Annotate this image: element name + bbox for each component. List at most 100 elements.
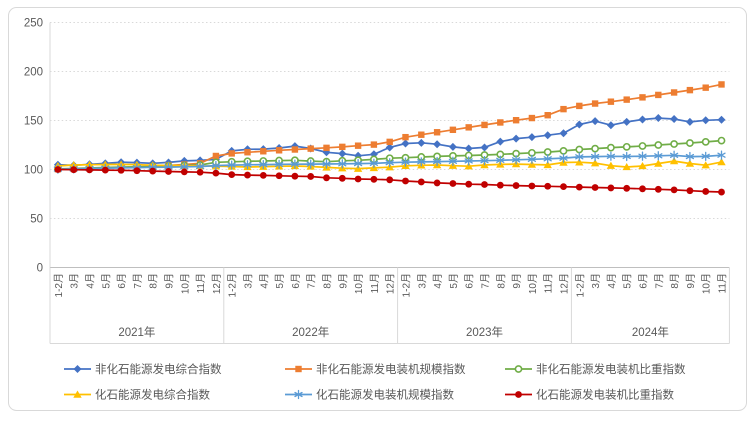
data-point-marker: [591, 144, 599, 153]
data-point-marker: [244, 171, 251, 179]
data-point-marker: [623, 184, 631, 192]
data-point-marker: [701, 161, 710, 169]
data-point-marker: [338, 174, 346, 182]
x-tick-label: 9月: [337, 273, 349, 289]
data-point-marker: [464, 156, 473, 166]
data-point-marker: [433, 140, 442, 149]
data-point-marker: [480, 143, 489, 152]
x-tick-label: 3月: [590, 273, 602, 289]
x-tick-label: 4月: [258, 273, 270, 289]
data-point-marker: [386, 176, 394, 184]
legend-label: 非化石能源发电装机规模指数: [316, 362, 466, 376]
data-point-marker: [686, 139, 694, 147]
data-point-marker: [338, 159, 347, 169]
x-tick-label: 5月: [274, 273, 286, 289]
x-tick-label: 6月: [638, 273, 650, 289]
y-tick-label: 0: [37, 263, 43, 275]
data-point-marker: [323, 144, 330, 152]
data-point-marker: [543, 131, 552, 140]
data-point-marker: [559, 153, 568, 163]
data-point-marker: [448, 142, 457, 151]
data-point-marker: [654, 141, 663, 149]
x-tick-label: 1-2月: [401, 273, 413, 297]
data-point-marker: [402, 133, 409, 141]
data-point-marker: [639, 94, 646, 101]
data-point-marker: [432, 156, 442, 167]
x-tick-label: 1-2月: [53, 273, 65, 297]
x-tick-label: 10月: [701, 273, 713, 294]
chart-series-4: [53, 150, 726, 174]
data-point-marker: [670, 140, 678, 148]
legend-label: 化石能源发电综合指数: [95, 388, 210, 402]
data-point-marker: [654, 114, 663, 123]
x-tick-label: 7月: [653, 273, 665, 289]
data-point-marker: [606, 151, 616, 161]
data-point-marker: [385, 143, 394, 152]
data-point-marker: [196, 168, 204, 176]
data-point-marker: [622, 117, 631, 126]
legend-item: 非化石能源发电装机规模指数: [285, 362, 466, 376]
x-axis-band: 1-2月 3月 4月 5月 6月 7月 8月 9月 10月 11月 12月 1-2月 3月 4月 5月 6月 7…: [49, 267, 730, 344]
x-tick-label: 4月: [606, 273, 618, 289]
data-point-marker: [717, 150, 726, 160]
data-point-marker: [497, 119, 504, 126]
data-point-marker: [322, 159, 331, 169]
legend-item: 非化石能源发电综合指数: [64, 362, 222, 376]
data-point-marker: [622, 151, 631, 162]
data-point-marker: [227, 160, 236, 170]
data-point-marker: [591, 184, 599, 191]
year-label: 2023年: [466, 325, 503, 339]
data-point-marker: [291, 172, 299, 180]
data-point-marker: [686, 86, 694, 94]
data-point-marker: [370, 175, 378, 183]
data-point-marker: [149, 167, 157, 175]
data-point-marker: [228, 150, 235, 157]
legend-item: 非化石能源发电装机比重指数: [505, 362, 686, 376]
data-point-marker: [701, 116, 710, 125]
legend-item: 化石能源发电装机比重指数: [505, 388, 674, 402]
data-point-marker: [512, 182, 520, 189]
x-tick-label: 12月: [559, 273, 571, 294]
data-point-marker: [275, 172, 283, 180]
data-point-marker: [606, 161, 616, 169]
data-point-marker: [590, 151, 600, 162]
data-point-marker: [717, 136, 726, 145]
data-point-marker: [560, 183, 567, 191]
data-point-marker: [559, 146, 568, 155]
x-tick-label: 6月: [116, 273, 128, 289]
data-point-marker: [607, 143, 615, 152]
data-point-marker: [465, 180, 473, 188]
data-point-marker: [418, 131, 425, 138]
data-point-marker: [228, 171, 236, 178]
data-point-marker: [291, 146, 299, 153]
data-point-marker: [527, 160, 537, 168]
data-point-marker: [323, 174, 330, 182]
x-tick-label: 9月: [685, 273, 697, 289]
data-point-marker: [607, 184, 615, 192]
data-point-marker: [669, 150, 679, 160]
data-point-marker: [386, 138, 393, 146]
data-point-marker: [401, 139, 410, 148]
data-point-marker: [70, 166, 78, 174]
data-point-marker: [295, 365, 302, 373]
data-point-marker: [718, 188, 725, 196]
data-point-marker: [54, 166, 62, 173]
data-point-marker: [290, 159, 300, 169]
x-tick-label: 6月: [290, 273, 302, 289]
data-point-marker: [654, 151, 663, 161]
chart-legend: 非化石能源发电综合指数 非化石能源发电装机规模指数 非化石能源发电装机比重指数化石能…: [64, 362, 686, 402]
data-point-marker: [433, 129, 441, 136]
data-point-marker: [259, 171, 267, 179]
data-point-marker: [180, 168, 188, 176]
y-axis-tick-labels: 0 50 100 150 200 250: [24, 18, 43, 275]
data-point-marker: [243, 160, 252, 170]
data-point-marker: [543, 154, 552, 164]
y-tick-label: 200: [24, 67, 43, 79]
data-point-marker: [212, 152, 220, 160]
data-point-marker: [717, 158, 726, 166]
legend-label: 非化石能源发电综合指数: [95, 362, 222, 376]
data-point-marker: [560, 105, 567, 113]
data-point-marker: [464, 144, 473, 153]
data-point-marker: [718, 81, 725, 88]
data-point-marker: [73, 390, 82, 398]
